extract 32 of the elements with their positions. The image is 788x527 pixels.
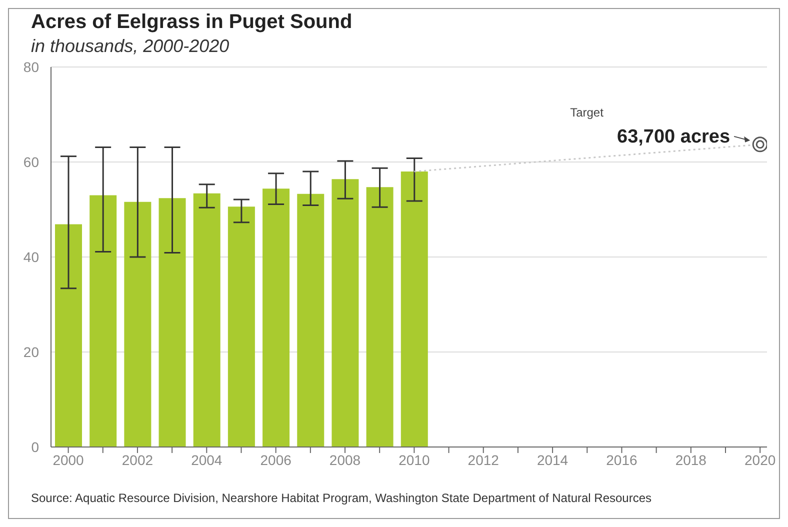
y-tick-label: 40: [23, 249, 40, 265]
x-tick-label: 2004: [191, 452, 222, 468]
bar: [124, 202, 152, 447]
y-tick-label: 60: [23, 154, 40, 170]
bar: [400, 172, 428, 447]
bar: [158, 198, 186, 447]
annotation: Target: [570, 105, 604, 120]
bar: [193, 193, 220, 447]
x-tick-label: 2010: [398, 452, 430, 468]
bar: [90, 195, 117, 447]
y-tick-label: 20: [23, 344, 40, 360]
x-tick-label: 2014: [536, 452, 568, 468]
y-tick-label: 80: [23, 59, 40, 75]
bar: [262, 188, 290, 447]
x-tick-label: 2002: [122, 452, 154, 468]
x-tick-label: 2006: [260, 452, 292, 468]
x-tick-label: 2020: [744, 452, 776, 468]
x-tick-label: 2000: [52, 452, 84, 468]
annotation: 63,700 acres: [617, 126, 730, 148]
x-tick-label: 2016: [606, 452, 638, 468]
x-tick-label: 2008: [329, 452, 361, 468]
bar: [228, 206, 255, 447]
bar: [55, 224, 82, 447]
x-tick-label: 2012: [468, 452, 500, 468]
y-tick-label: 0: [31, 439, 40, 455]
source-note: Source: Aquatic Resource Division, Nearshore Habitat Program, Washington State Department of Natural Resources: [30, 491, 653, 505]
x-tick-label: 2018: [675, 452, 707, 468]
bar: [297, 194, 324, 447]
chart-title: Acres of Eelgrass in Puget Sound: [30, 10, 354, 34]
bar: [366, 187, 394, 447]
bar: [332, 179, 359, 447]
chart-subtitle: in thousands, 2000-2020: [30, 36, 230, 57]
